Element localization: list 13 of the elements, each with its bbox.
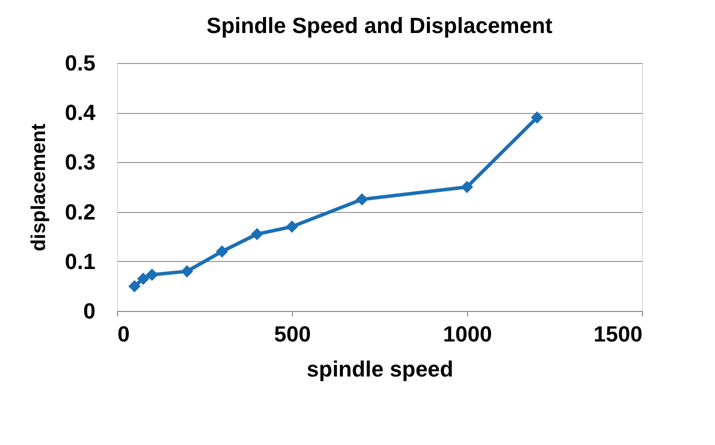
y-tick-label: 0.1 xyxy=(64,248,96,274)
y-tick-label: 0.5 xyxy=(64,50,96,76)
x-tick-label: 500 xyxy=(274,322,311,346)
y-axis-title: displacement xyxy=(28,123,50,252)
chart-title: Spindle Speed and Displacement xyxy=(206,13,554,38)
x-tick-label: 1500 xyxy=(594,322,642,346)
y-tick-label: 0.4 xyxy=(64,100,96,126)
y-tick-label: 0.3 xyxy=(64,150,96,175)
x-tick-label: 1000 xyxy=(443,322,492,346)
x-axis-title: spindle speed xyxy=(306,356,454,382)
y-tick-label: 0 xyxy=(83,298,96,324)
x-tick-label: 0 xyxy=(118,322,130,346)
y-tick-label: 0.2 xyxy=(64,199,96,224)
